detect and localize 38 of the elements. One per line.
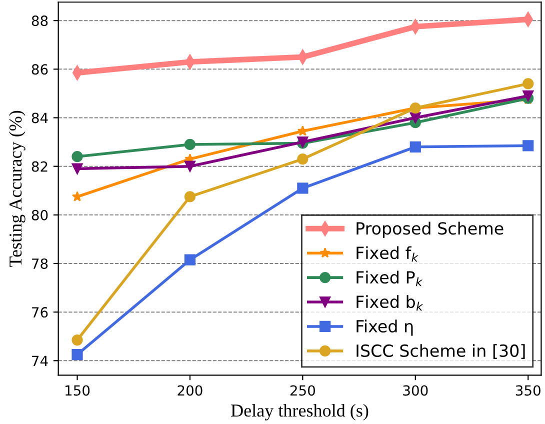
point	[72, 163, 83, 174]
point	[184, 191, 196, 202]
x-tick-label: 250	[290, 385, 316, 396]
point	[410, 141, 421, 152]
legend-label: ISCC Scheme in [30]	[356, 344, 525, 359]
y-tick-label: 74	[32, 356, 48, 366]
point	[184, 138, 196, 150]
legend-label: Fixed P$_{k}$	[356, 270, 423, 286]
x-tick-label: 150	[66, 385, 90, 396]
point	[522, 140, 534, 152]
y-tick-label: 76	[32, 307, 48, 318]
point	[297, 126, 308, 136]
point	[72, 349, 83, 360]
point	[522, 78, 534, 90]
y-tick-label: 80	[32, 210, 48, 220]
point	[522, 90, 534, 102]
point	[184, 254, 196, 266]
point	[184, 160, 196, 172]
y-tick-label: 78	[32, 258, 48, 269]
point	[297, 153, 308, 165]
y-tick-label: 84	[32, 112, 48, 124]
point	[72, 334, 83, 346]
legend-label: Fixed η	[356, 320, 413, 336]
point	[72, 151, 83, 162]
x-tick-label: 300	[403, 385, 428, 396]
legend-label: Proposed Scheme	[356, 222, 504, 238]
y-axis-title: Testing Accuracy (%)	[8, 110, 26, 267]
y-tick-label: 86	[32, 64, 48, 75]
point	[297, 182, 308, 194]
legend-label: Fixed f$_{k}$	[356, 246, 418, 262]
y-tick-label: 88	[32, 16, 48, 26]
point	[410, 112, 421, 124]
legend-label: Fixed b$_{k}$	[356, 295, 424, 311]
x-tick-label: 350	[516, 385, 540, 396]
y-tick-label: 82	[32, 161, 48, 172]
x-axis-title: Delay threshold (s)	[231, 404, 368, 420]
x-tick-label: 200	[178, 385, 202, 396]
point	[72, 191, 83, 202]
